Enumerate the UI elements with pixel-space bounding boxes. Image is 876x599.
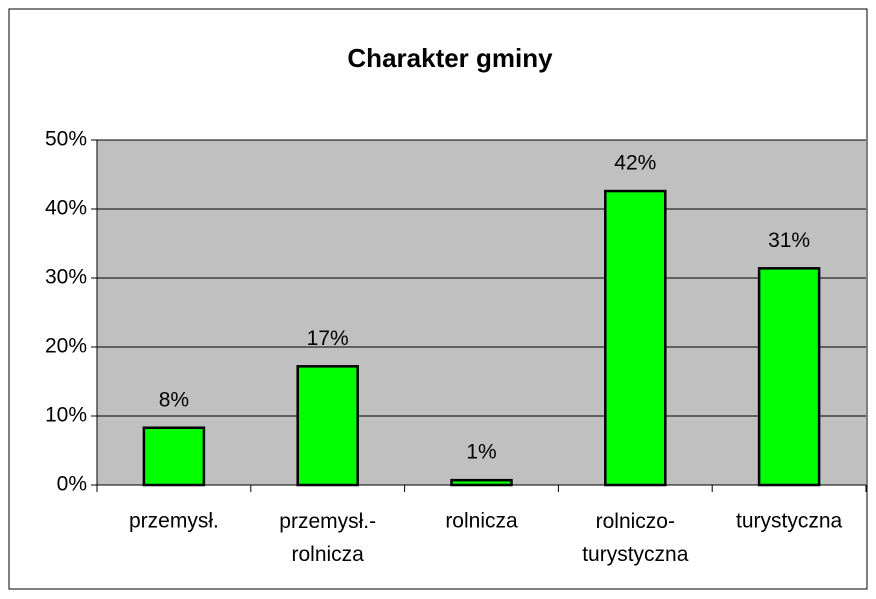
bar [604,189,667,487]
bar [142,426,206,487]
data-label: 42% [614,152,656,175]
data-label: 31% [768,229,810,252]
x-tick-label: przemysł.-rolnicza [279,510,376,566]
y-tick-label: 0% [57,473,87,496]
data-label: 1% [466,441,496,464]
y-tick-label: 10% [45,404,87,427]
y-tick-label: 30% [45,266,87,289]
x-tick-label: przemysł. [129,510,219,533]
bar [450,478,513,487]
x-tick-label: rolniczo-turystyczna [582,510,689,566]
x-tick-label: turystyczna [736,510,843,533]
data-label: 8% [159,388,189,411]
y-tick-label: 50% [45,128,87,151]
data-label: 17% [307,327,349,350]
bar [296,365,359,487]
y-tick-label: 20% [45,335,87,358]
chart-title: Charakter gminy [347,43,553,73]
y-tick-label: 40% [45,197,87,220]
x-tick-label: rolnicza [445,510,518,533]
plot-area [97,140,866,485]
bar [757,267,821,487]
